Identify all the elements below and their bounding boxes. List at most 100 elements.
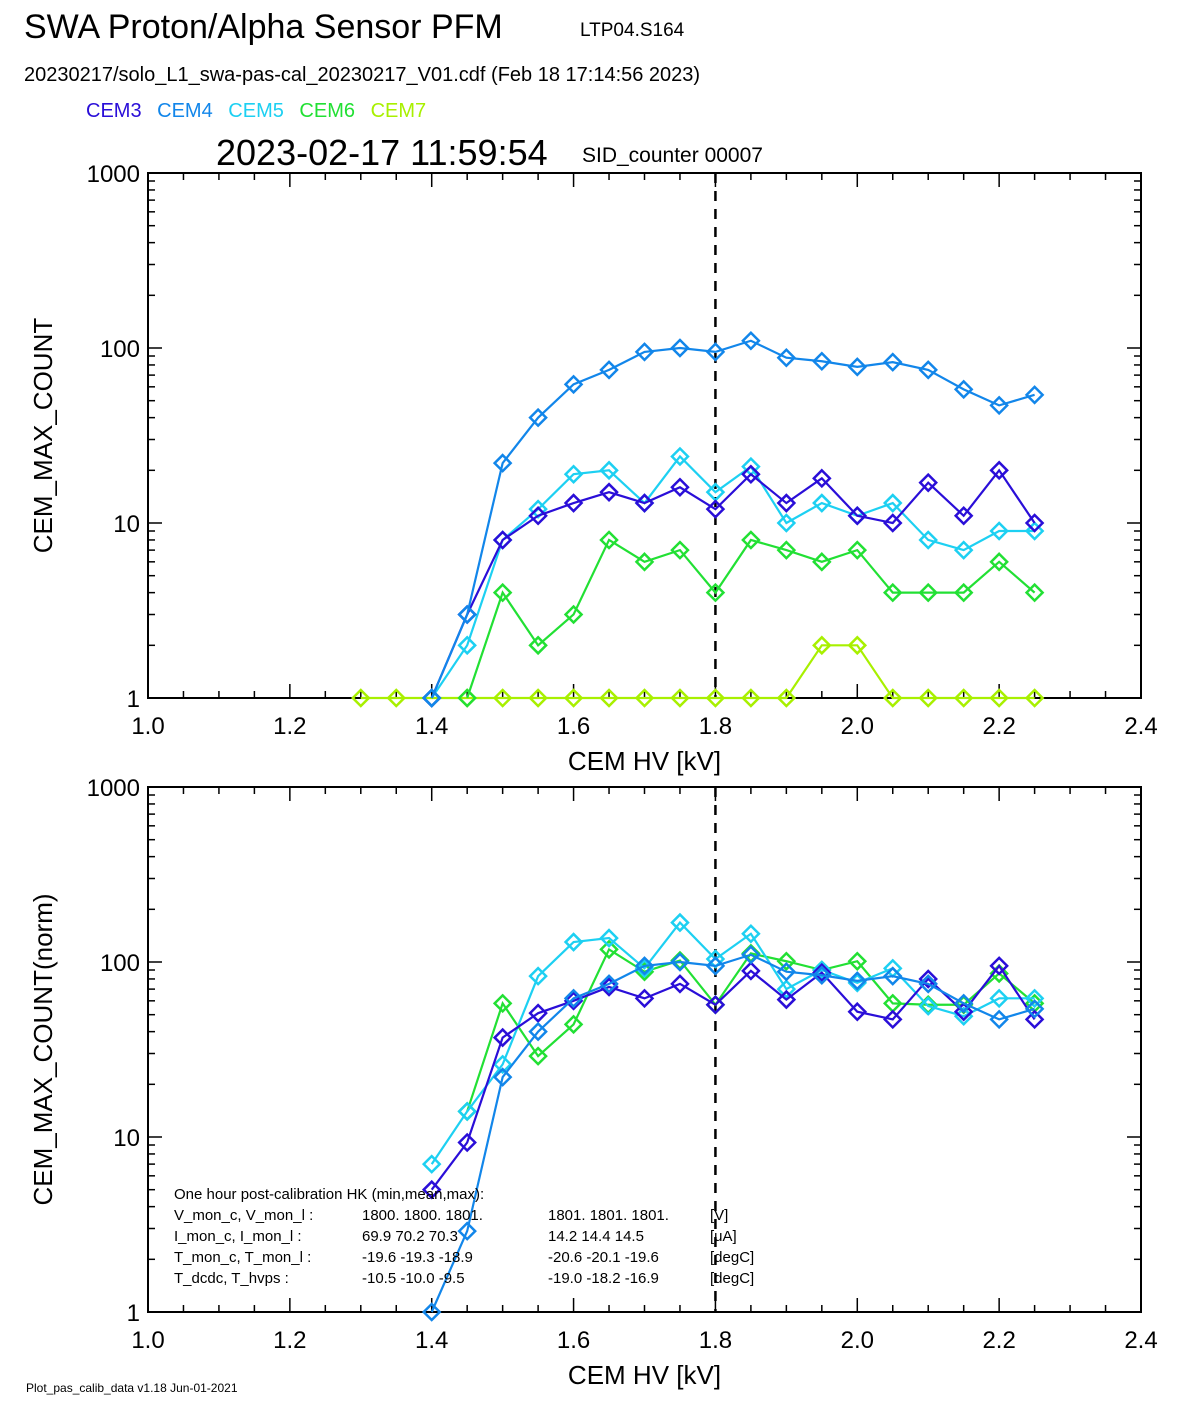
data-point — [563, 604, 584, 625]
series-cem5 — [421, 446, 1045, 708]
y-axis-label: CEM_MAX_COUNT(norm) — [28, 893, 58, 1205]
data-point — [492, 1054, 513, 1075]
data-point — [492, 1027, 513, 1048]
x-tick-label: 1.6 — [557, 1327, 590, 1354]
series-cem4 — [421, 944, 1045, 1322]
data-point — [918, 996, 938, 1016]
data-point — [882, 582, 903, 603]
hk-row-unit: [degC] — [710, 1249, 754, 1266]
data-point — [847, 505, 868, 526]
plot-title: SWA Proton/Alpha Sensor PFM — [24, 8, 503, 46]
series-cem6 — [457, 530, 1045, 708]
data-point — [989, 552, 1009, 572]
data-point — [989, 956, 1009, 976]
data-point — [776, 540, 797, 560]
data-point — [812, 552, 832, 572]
hk-heading: One hour post-calibration HK (min,mean,m… — [174, 1186, 484, 1203]
data-point — [599, 928, 619, 948]
x-tick-label: 2.0 — [841, 1327, 874, 1354]
data-point — [563, 991, 584, 1011]
data-point — [421, 688, 442, 708]
data-point — [634, 493, 655, 513]
legend-item-cem5: CEM5 — [228, 100, 284, 122]
source-filename: 20230217/solo_L1_swa-pas-cal_20230217_V0… — [24, 64, 701, 86]
x-tick-label: 1.4 — [415, 1327, 448, 1354]
data-point — [741, 464, 761, 484]
data-point — [528, 966, 548, 986]
x-tick-label: 1.8 — [699, 1327, 732, 1354]
x-tick-label: 1.8 — [699, 713, 732, 740]
x-tick-label: 2.0 — [841, 713, 874, 740]
data-point — [776, 347, 797, 368]
x-tick-label: 1.2 — [273, 1327, 306, 1354]
data-point — [492, 453, 513, 473]
series-line-cem5 — [430, 920, 1035, 1165]
data-point — [776, 513, 797, 533]
data-point — [847, 635, 868, 656]
x-axis-label: CEM HV [kV] — [568, 746, 721, 776]
plot-subtitle: LTP04.S164 — [580, 20, 685, 41]
legend-item-cem3: CEM3 — [86, 100, 142, 122]
data-point — [670, 688, 690, 708]
data-point — [634, 688, 655, 708]
data-point — [528, 505, 548, 526]
data-point — [492, 582, 513, 603]
data-point — [599, 530, 619, 550]
series-line-cem6 — [466, 538, 1036, 699]
data-point — [812, 351, 832, 372]
hk-row-c-values: -10.5 -10.0 -9.5 — [362, 1270, 465, 1287]
data-point — [421, 1302, 442, 1322]
x-tick-label: 2.4 — [1124, 1327, 1157, 1354]
data-point — [741, 330, 761, 351]
hk-row-l-values: 14.2 14.4 14.5 — [548, 1228, 644, 1245]
data-point — [918, 530, 938, 550]
hk-annotation: One hour post-calibration HK (min,mean,m… — [174, 1186, 754, 1287]
data-point — [953, 993, 974, 1014]
data-point — [1024, 688, 1045, 708]
data-point — [847, 540, 868, 560]
y-tick-label: 100 — [100, 336, 140, 363]
hk-row-c-values: -19.6 -19.3 -18.9 — [362, 1249, 473, 1266]
data-point — [599, 482, 619, 502]
hk-row-l-values: -20.6 -20.1 -19.6 — [548, 1249, 659, 1266]
data-point — [953, 582, 974, 603]
data-point — [457, 1221, 477, 1241]
acquisition-timestamp: 2023-02-17 11:59:54 — [216, 132, 548, 173]
sid-counter: SID_counter 00007 — [582, 144, 763, 167]
series-cem7 — [351, 635, 1045, 708]
data-point — [457, 688, 477, 708]
series-cem3 — [421, 460, 1045, 708]
hk-row-l-values: -19.0 -18.2 -16.9 — [548, 1270, 659, 1287]
data-point — [457, 604, 477, 625]
data-point — [1024, 582, 1045, 603]
data-point — [918, 969, 938, 989]
data-point — [528, 407, 548, 428]
data-point — [953, 540, 974, 560]
y-tick-label: 10 — [113, 1125, 140, 1152]
data-point — [1024, 1009, 1045, 1030]
data-point — [351, 688, 371, 708]
data-point — [670, 477, 690, 498]
data-point — [421, 1179, 442, 1200]
data-point — [599, 974, 619, 994]
data-point — [741, 688, 761, 708]
data-point — [528, 635, 548, 656]
series-line-cem3 — [430, 468, 1036, 699]
data-point — [599, 688, 619, 708]
hk-row-c-values: 69.9 70.2 70.3 — [362, 1228, 458, 1245]
series-line-cem4 — [430, 339, 1035, 699]
data-point — [705, 994, 726, 1015]
data-point — [812, 635, 832, 656]
data-point — [812, 468, 832, 489]
data-point — [918, 688, 938, 708]
data-point — [492, 1067, 513, 1087]
series-line-cem7 — [360, 644, 1035, 700]
x-tick-label: 2.2 — [982, 713, 1015, 740]
data-point — [741, 961, 761, 981]
data-point — [457, 635, 477, 656]
data-point — [741, 530, 761, 550]
y-tick-label: 1 — [127, 686, 140, 713]
data-point — [563, 932, 584, 952]
data-point — [1024, 385, 1045, 405]
data-point — [953, 1001, 974, 1022]
